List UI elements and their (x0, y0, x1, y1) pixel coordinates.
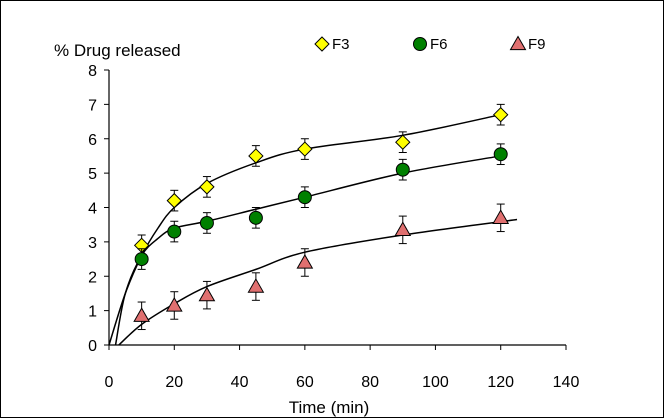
data-point-f6 (248, 210, 263, 225)
y-tick-label: 8 (88, 63, 97, 80)
legend-label-f3: F3 (332, 36, 350, 53)
data-point-f6 (395, 162, 410, 177)
y-tick-label: 5 (88, 166, 97, 183)
fit-curve-f6 (114, 155, 501, 346)
data-point-f9 (492, 209, 510, 224)
y-tick-label: 4 (88, 201, 97, 218)
fit-curve-f9 (118, 218, 518, 346)
data-point-f3 (493, 106, 509, 123)
data-point-f9 (394, 221, 412, 236)
legend-marker-f9 (509, 35, 527, 51)
y-tick-label: 6 (88, 132, 97, 149)
legend-marker-f6 (413, 37, 427, 51)
y-axis-label: % Drug released (54, 41, 181, 60)
y-tick-label: 2 (88, 269, 97, 286)
x-tick-label: 100 (422, 374, 449, 391)
y-tick-label: 0 (88, 338, 97, 355)
data-point-f3 (248, 148, 264, 164)
data-point-f3 (199, 179, 215, 195)
data-point-f6 (493, 147, 508, 162)
x-tick-label: 60 (296, 374, 314, 391)
legend-marker-f3 (314, 36, 330, 52)
data-point-f9 (133, 307, 151, 322)
x-tick-label: 80 (361, 374, 379, 391)
data-point-f6 (297, 190, 312, 205)
data-point-f9 (198, 286, 216, 302)
data-point-f3 (395, 134, 411, 150)
data-point-f9 (247, 278, 265, 293)
legend-label-f9: F9 (528, 36, 546, 53)
data-point-f3 (166, 192, 182, 209)
x-axis-label: Time (min) (289, 398, 370, 417)
x-tick-label: 20 (165, 374, 183, 391)
data-point-f6 (167, 224, 182, 239)
x-tick-label: 140 (553, 374, 580, 391)
data-point-f9 (296, 253, 314, 269)
y-tick-label: 3 (88, 235, 97, 252)
data-point-f9 (165, 296, 183, 312)
data-point-f6 (199, 215, 214, 230)
y-tick-label: 1 (88, 304, 97, 321)
y-tick-label: 7 (88, 97, 97, 114)
x-tick-label: 40 (231, 374, 249, 391)
data-point-f3 (297, 141, 313, 157)
data-point-f6 (134, 252, 149, 267)
x-tick-label: 120 (487, 374, 514, 391)
x-tick-label: 0 (105, 374, 114, 391)
legend-label-f6: F6 (430, 36, 448, 53)
